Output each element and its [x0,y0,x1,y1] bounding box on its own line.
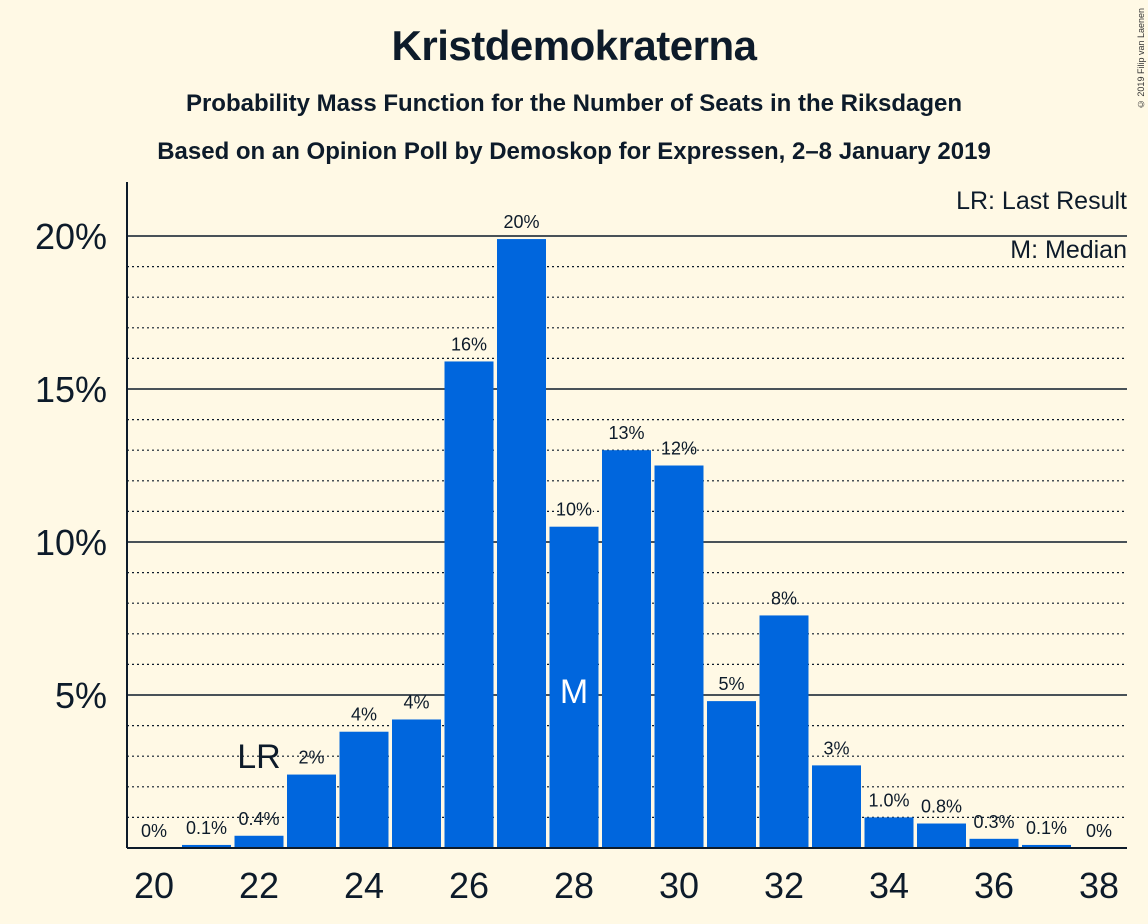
y-tick-label: 15% [35,369,107,410]
bar-seat-32 [759,615,809,848]
data-label-seat-26: 16% [451,334,487,354]
labels-layer: 0% 0.1% 0.4% 2% 4% 4% 16% 20% 10% 13% 12% 5% 8% 3% 1.0… [141,212,1112,841]
bar-seat-30 [654,465,704,848]
data-label-seat-32: 8% [771,588,797,608]
bar-seat-22 [234,835,284,848]
data-label-seat-36: 0.3% [973,812,1014,832]
data-label-seat-24: 4% [351,705,377,725]
data-label-seat-29: 13% [608,423,644,443]
bar-seat-33 [812,765,861,848]
data-label-seat-38: 0% [1086,821,1112,841]
chart-subtitle-2: Based on an Opinion Poll by Demoskop for… [157,138,991,165]
data-label-seat-31: 5% [718,674,744,694]
x-tick-label: 32 [764,865,804,906]
legend-median: M: Median [1010,236,1127,264]
data-label-seat-23: 2% [298,748,324,768]
y-tick-label: 20% [35,216,107,257]
data-label-seat-25: 4% [403,692,429,712]
last-result-marker: LR [237,738,280,776]
data-label-seat-30: 12% [661,439,697,459]
bar-seat-29 [602,450,651,848]
x-tick-label: 34 [869,865,909,906]
data-label-seat-22: 0.4% [238,809,279,829]
data-label-seat-27: 20% [503,212,539,232]
data-label-seat-34: 1.0% [868,790,909,810]
data-label-seat-33: 3% [823,738,849,758]
x-tick-label: 38 [1079,865,1119,906]
bars-layer [182,239,1071,848]
x-tick-label: 22 [239,865,279,906]
data-label-seat-20: 0% [141,821,167,841]
bar-seat-27 [497,239,546,848]
chart-title: Kristdemokraterna [391,22,757,69]
bar-seat-31 [707,701,756,848]
x-tick-label: 26 [449,865,489,906]
chart-subtitle-1: Probability Mass Function for the Number… [185,90,963,117]
bar-seat-35 [917,823,966,848]
bar-seat-26 [444,361,494,848]
bar-seat-37 [1022,844,1071,848]
data-label-seat-28: 10% [556,500,592,520]
data-label-seat-35: 0.8% [921,797,962,817]
bar-seat-23 [287,774,336,848]
x-tick-label: 28 [554,865,594,906]
bar-seat-21 [182,844,231,848]
bar-seat-34 [864,817,914,848]
y-tick-label: 5% [55,675,107,716]
x-tick-label: 30 [659,865,699,906]
bar-seat-36 [969,838,1019,848]
x-tick-label: 36 [974,865,1014,906]
data-label-seat-37: 0.1% [1026,818,1067,838]
data-label-seat-21: 0.1% [186,818,227,838]
bar-seat-25 [392,719,441,848]
bar-seat-24 [339,731,389,848]
x-tick-label: 24 [344,865,384,906]
axis-layer: 5% 10% 15% 20% 20 22 24 26 28 30 32 34 36 38 [35,182,1127,906]
legend-last-result: LR: Last Result [956,187,1127,215]
x-tick-label: 20 [134,865,174,906]
median-marker: M [560,673,588,711]
bar-seat-28 [549,526,599,848]
y-tick-label: 10% [35,522,107,563]
